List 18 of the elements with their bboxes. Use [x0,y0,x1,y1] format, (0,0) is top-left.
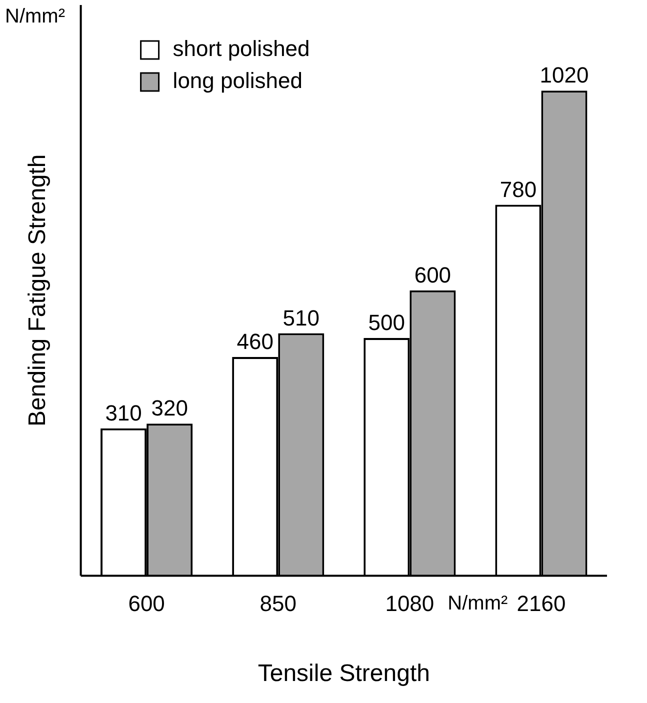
y-axis-title: Bending Fatigue Strength [24,154,52,426]
legend-label: short polished [172,36,310,62]
data-label: 500 [368,310,406,336]
data-label: 1020 [540,62,589,88]
x-tick-label: 850 [260,591,296,616]
data-label: 780 [500,176,537,202]
data-label: 310 [105,400,142,426]
text: N/mm² [448,592,508,614]
x-tick-label: 2160 [516,591,566,616]
x-axis-title: Tensile Strength [258,660,430,688]
legend-label: long polished [172,68,302,94]
x-tick-label: 600 [128,591,165,616]
data-label: 320 [151,396,188,421]
data-label: 460 [236,329,274,354]
data-label: 600 [414,262,452,288]
text: N/mm² [5,6,66,28]
x-tick-label: 1080 [385,591,434,616]
data-label: 510 [282,305,320,330]
